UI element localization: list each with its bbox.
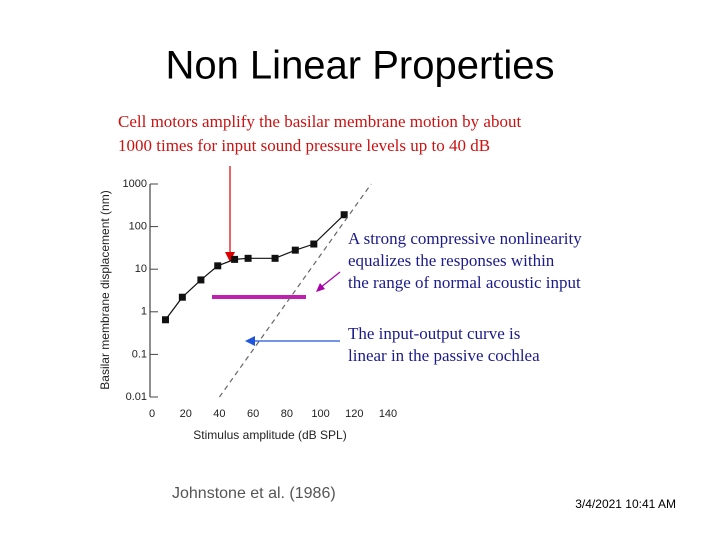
x-tick-label: 60 <box>247 408 259 420</box>
date: 3/4/2021 10:41 AM <box>575 497 676 511</box>
y-tick-label: 0.01 <box>126 391 147 403</box>
arrowhead <box>316 283 325 292</box>
data-point <box>244 254 252 262</box>
arrowhead <box>225 252 235 262</box>
slide-title: Non Linear Properties <box>165 44 554 88</box>
arrowhead <box>245 336 255 346</box>
dashed-line <box>218 183 372 398</box>
data-point <box>231 255 239 263</box>
y-axis-label: Basilar membrane displacement (nm) <box>98 190 112 389</box>
data-point <box>161 316 169 324</box>
data-point <box>178 293 186 301</box>
annotation: A strong compressive nonlinearity <box>348 229 582 248</box>
y-tick-label: 10 <box>135 263 147 275</box>
x-tick-label: 80 <box>281 408 293 420</box>
y-tick-label: 0.1 <box>132 348 147 360</box>
annotation: The input-output curve is <box>348 324 520 343</box>
data-point <box>340 211 348 219</box>
x-tick-label: 120 <box>345 408 363 420</box>
y-tick-label: 1000 <box>123 178 147 190</box>
x-tick-label: 20 <box>180 408 192 420</box>
caption: 1000 times for input sound pressure leve… <box>118 136 490 155</box>
annotation: equalizes the responses within <box>348 251 555 270</box>
annotation: the range of normal acoustic input <box>348 273 581 292</box>
citation: Johnstone et al. (1986) <box>172 485 336 502</box>
data-point <box>197 276 205 284</box>
data-point <box>291 246 299 254</box>
x-axis-label: Stimulus amplitude (dB SPL) <box>193 428 346 442</box>
x-tick-label: 0 <box>149 408 155 420</box>
caption: Cell motors amplify the basilar membrane… <box>118 112 521 131</box>
data-point <box>271 254 279 262</box>
x-tick-label: 140 <box>379 408 397 420</box>
curve <box>165 214 345 321</box>
y-tick-label: 100 <box>129 221 147 233</box>
y-tick-label: 1 <box>141 306 147 318</box>
data-point <box>214 262 222 270</box>
annotation: linear in the passive cochlea <box>348 346 540 365</box>
x-tick-label: 40 <box>213 408 225 420</box>
x-tick-label: 100 <box>311 408 329 420</box>
arrow <box>319 271 341 289</box>
data-point <box>310 240 318 248</box>
